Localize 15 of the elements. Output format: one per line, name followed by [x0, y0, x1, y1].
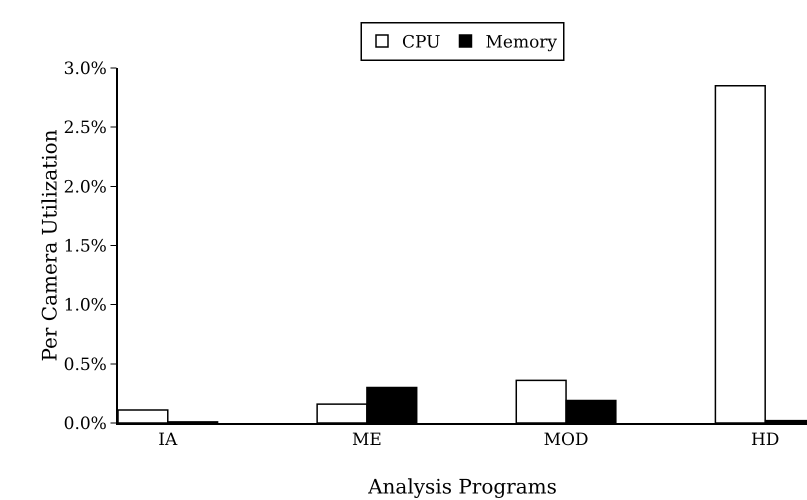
x-axis-title: Analysis Programs	[367, 474, 557, 498]
y-tick-label: 0.0%	[64, 414, 107, 434]
x-tick-label: HD	[750, 430, 780, 450]
legend-label: CPU	[402, 32, 440, 53]
x-tick-label: IA	[158, 430, 178, 450]
y-tick-label: 2.0%	[64, 177, 107, 198]
y-axis-title: Per Camera Utilization	[38, 129, 62, 362]
y-tick-label: 1.5%	[64, 236, 107, 256]
y-tick-label: 3.0%	[64, 58, 107, 79]
x-tick-label: MOD	[544, 430, 589, 450]
y-tick-label: 0.5%	[64, 354, 107, 375]
legend-label: Memory	[485, 32, 558, 53]
y-tick-label: 1.0%	[64, 296, 107, 316]
y-tick-label: 2.5%	[64, 118, 107, 138]
x-tick-label: ME	[352, 430, 382, 450]
